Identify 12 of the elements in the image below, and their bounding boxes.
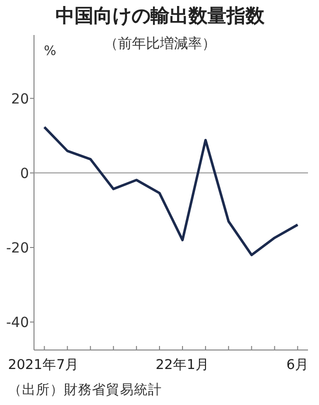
- chart-subtitle: （前年比増減率）: [104, 35, 216, 52]
- x-tick-label: 2021年7月: [8, 357, 79, 373]
- line-series: [43, 126, 299, 256]
- y-tick-label: 20: [11, 91, 29, 108]
- x-tick-label: 6月: [286, 357, 309, 373]
- y-tick-label: -40: [6, 315, 29, 332]
- y-tick-label: -20: [6, 240, 29, 256]
- y-axis-title: %: [44, 44, 56, 59]
- chart-title: 中国向けの輸出数量指数: [56, 5, 266, 27]
- x-tick-label: 22年1月: [156, 357, 210, 373]
- y-tick-label: 0: [20, 166, 29, 182]
- text: （出所）財務省貿易統計: [8, 382, 162, 398]
